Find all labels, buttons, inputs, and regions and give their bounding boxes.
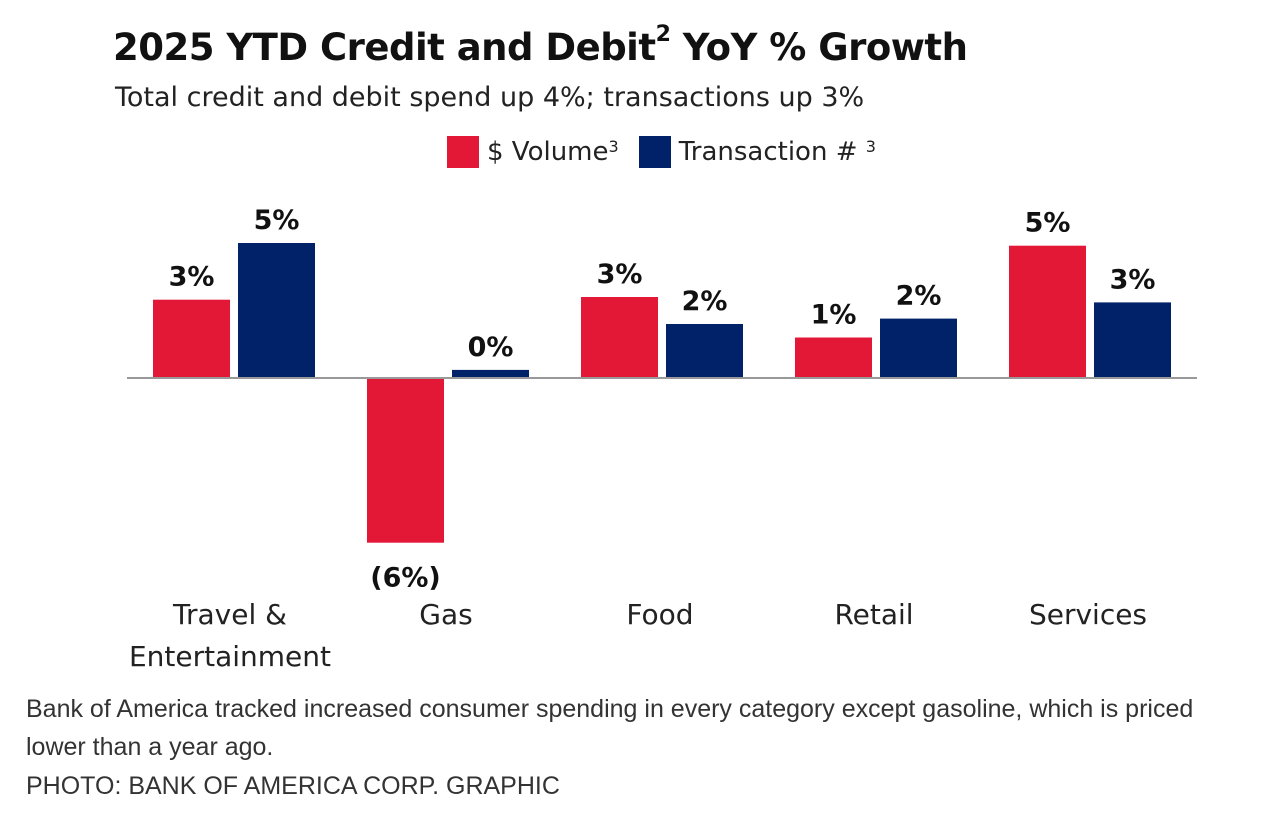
caption-text: Bank of America tracked increased consum… <box>26 695 1194 761</box>
bar-transactions <box>1094 302 1171 378</box>
category-label: Services <box>1029 598 1147 631</box>
chart-subtitle: Total credit and debit spend up 4%; tran… <box>115 82 865 113</box>
legend-swatch-volume <box>447 136 479 168</box>
bar-transactions <box>880 318 957 378</box>
legend-label-volume: $ Volume3 <box>487 137 619 167</box>
bar-volume <box>367 378 444 543</box>
photo-credit: PHOTO: BANK OF AMERICA CORP. GRAPHIC <box>26 772 560 800</box>
bar-volume <box>581 297 658 378</box>
legend-swatch-transactions <box>638 136 671 168</box>
data-label: 3% <box>169 262 215 293</box>
data-label: 5% <box>1025 208 1071 239</box>
data-label: 3% <box>597 259 643 290</box>
bar-transactions <box>238 243 315 378</box>
category-label: Gas <box>419 598 472 631</box>
data-label: (6%) <box>370 563 441 594</box>
legend-label-transactions: Transaction # 3 <box>678 137 876 167</box>
data-label: 2% <box>682 286 728 317</box>
data-label: 5% <box>254 205 300 236</box>
category-label: Food <box>626 598 693 631</box>
data-label: 0% <box>468 332 514 363</box>
bar-volume <box>795 337 872 378</box>
data-label: 3% <box>1110 264 1156 295</box>
bar-transactions <box>452 369 529 378</box>
bar-volume <box>153 299 230 378</box>
category-label: Entertainment <box>129 640 331 673</box>
bar-volume <box>1009 245 1086 378</box>
chart-title: 2025 YTD Credit and Debit2 YoY % Growth <box>113 22 968 69</box>
data-label: 1% <box>811 300 857 331</box>
bar-transactions <box>666 324 743 378</box>
category-label: Retail <box>834 598 913 631</box>
category-label: Travel & <box>172 598 287 631</box>
legend: $ Volume3 Transaction # 3 <box>447 136 876 168</box>
data-label: 2% <box>896 281 942 312</box>
